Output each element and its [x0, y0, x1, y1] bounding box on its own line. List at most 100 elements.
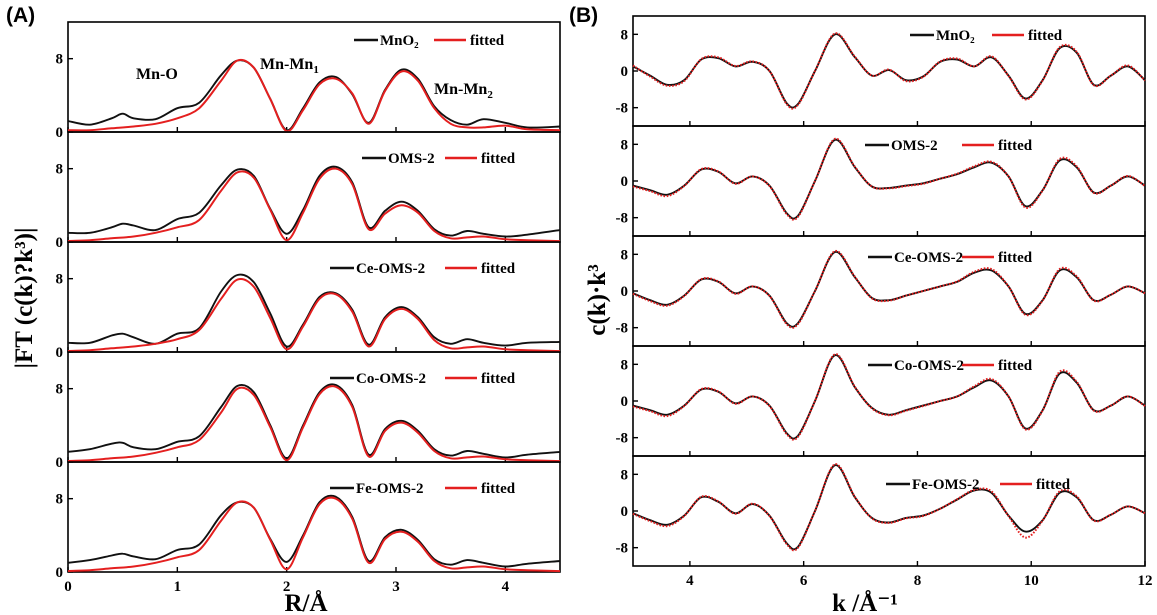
y-tick-label: 8 [621, 467, 629, 483]
panel-b-chi-k: 8 0 -8 MnO₂ fitted 8 0 -8 OMS-2 fitted 8 0 -8 Ce-OMS-… [616, 15, 1153, 589]
legend-label-fitted: fitted [481, 371, 516, 387]
panel-a-subplot-5: 0 8 Fe-OMS-2 fitted [56, 461, 561, 581]
legend: Ce-OMS-2 fitted [330, 261, 516, 277]
legend: MnO₂ fitted [910, 28, 1063, 44]
y-tick-label: 0 [56, 565, 64, 581]
legend-label-fitted: fitted [481, 481, 516, 497]
legend-label-sample: Ce-OMS-2 [894, 250, 963, 266]
y-tick-label: 0 [56, 235, 64, 251]
subplot-frame [632, 455, 1146, 567]
legend: Co-OMS-2 fitted [868, 358, 1033, 374]
legend: OMS-2 fitted [865, 138, 1033, 154]
experimental-line [67, 494, 561, 568]
y-tick-label: -8 [616, 101, 629, 117]
legend-label-sample: Co-OMS-2 [356, 371, 426, 387]
panel-a-y-axis-title: |FT (c(k)?k³)| [11, 228, 38, 369]
legend-label-fitted: fitted [481, 151, 516, 167]
fitted-line [67, 58, 561, 133]
y-tick-label: 0 [56, 345, 64, 361]
y-tick-label: 8 [621, 357, 629, 373]
y-tick-label: 8 [621, 247, 629, 263]
y-tick-label: -8 [616, 431, 629, 447]
legend-label-sample: MnO₂ [380, 33, 419, 49]
experimental-line [632, 138, 1146, 220]
legend-label-fitted: fitted [1036, 477, 1071, 493]
legend: Fe-OMS-2 fitted [330, 481, 516, 497]
y-tick-label: 0 [621, 284, 629, 300]
experimental-line [632, 354, 1146, 440]
experimental-line [67, 165, 561, 238]
subplot-frame [67, 351, 561, 463]
y-tick-label: 8 [56, 52, 64, 68]
subplot-frame [632, 345, 1146, 457]
legend-label-sample: MnO₂ [936, 28, 975, 44]
y-tick-label: 0 [56, 455, 64, 471]
fitted-line [632, 250, 1146, 329]
panel-a-ft-magnitude: 0 8 MnO₂ fitted 0 8 OMS-2 fitted 0 8 Ce-OMS-2 fitte… [56, 21, 561, 595]
x-tick-label: 10 [1024, 573, 1039, 589]
x-tick-label: 4 [686, 573, 694, 589]
legend-label-fitted: fitted [481, 261, 516, 277]
y-tick-label: 8 [56, 382, 64, 398]
fitted-line [67, 385, 561, 463]
legend: Ce-OMS-2 fitted [868, 250, 1033, 266]
experimental-line [67, 273, 561, 348]
subplot-frame [67, 241, 561, 353]
subplot-frame [632, 125, 1146, 237]
legend-label-fitted: fitted [470, 33, 505, 49]
panel-b-letter: (B) [569, 4, 598, 27]
subplot-frame [632, 235, 1146, 347]
x-tick-label: 8 [914, 573, 922, 589]
x-tick-label: 0 [64, 579, 72, 595]
panel-b-x-axis-title: k /Å⁻¹ [832, 589, 898, 615]
y-tick-label: 8 [621, 137, 629, 153]
y-tick-label: -8 [616, 321, 629, 337]
legend: Co-OMS-2 fitted [330, 371, 516, 387]
panel-b-subplot-1: 8 0 -8 MnO₂ fitted [616, 15, 1146, 127]
panel-b-y-axis-title: c(k)·k³ [584, 264, 611, 335]
y-tick-label: 0 [56, 125, 64, 141]
legend-label-sample: Fe-OMS-2 [912, 477, 979, 493]
y-tick-label: 0 [621, 504, 629, 520]
legend-label-fitted: fitted [998, 358, 1033, 374]
x-tick-label: 1 [174, 579, 182, 595]
y-tick-label: 0 [621, 174, 629, 190]
panel-a-subplot-4: 0 8 Co-OMS-2 fitted [56, 351, 561, 471]
x-tick-label: 12 [1138, 573, 1153, 589]
fitted-line [632, 463, 1146, 552]
legend: MnO₂ fitted [354, 33, 505, 49]
legend-label-sample: Fe-OMS-2 [356, 481, 423, 497]
panel-a-x-axis-title: R/Å [284, 589, 327, 615]
panel-a-subplot-2: 0 8 OMS-2 fitted [56, 131, 561, 251]
panel-b-subplot-4: 8 0 -8 Co-OMS-2 fitted [616, 345, 1146, 457]
y-tick-label: 8 [56, 162, 64, 178]
legend-label-fitted: fitted [1028, 28, 1063, 44]
legend-label-sample: OMS-2 [388, 151, 435, 167]
legend: OMS-2 fitted [362, 151, 516, 167]
panel-b-subplot-5: 8 0 -8 Fe-OMS-2 fitted [616, 455, 1146, 567]
experimental-line [632, 33, 1146, 109]
legend-label-fitted: fitted [998, 138, 1033, 154]
fitted-line [632, 137, 1146, 221]
fitted-line [67, 277, 561, 353]
y-tick-label: 8 [56, 272, 64, 288]
fitted-line [67, 167, 561, 243]
panel-a-subplot-3: 0 8 Ce-OMS-2 fitted [56, 241, 561, 361]
legend-label-sample: Co-OMS-2 [894, 358, 964, 374]
legend-label-sample: Ce-OMS-2 [356, 261, 425, 277]
panel-b-subplot-3: 8 0 -8 Ce-OMS-2 fitted [616, 235, 1146, 347]
experimental-line [632, 251, 1146, 328]
y-tick-label: 8 [56, 492, 64, 508]
mn-o-label: Mn-O [136, 66, 178, 83]
x-tick-label: 3 [392, 579, 400, 595]
panel-a-letter: (A) [6, 4, 35, 27]
y-tick-label: 0 [621, 394, 629, 410]
fitted-line [632, 32, 1146, 110]
legend: Fe-OMS-2 fitted [886, 477, 1071, 493]
x-tick-label: 2 [283, 579, 291, 595]
experimental-line [67, 383, 561, 460]
mn-mn1-label: Mn-Mn1 [260, 56, 319, 76]
y-tick-label: 8 [621, 27, 629, 43]
y-tick-label: 0 [621, 64, 629, 80]
